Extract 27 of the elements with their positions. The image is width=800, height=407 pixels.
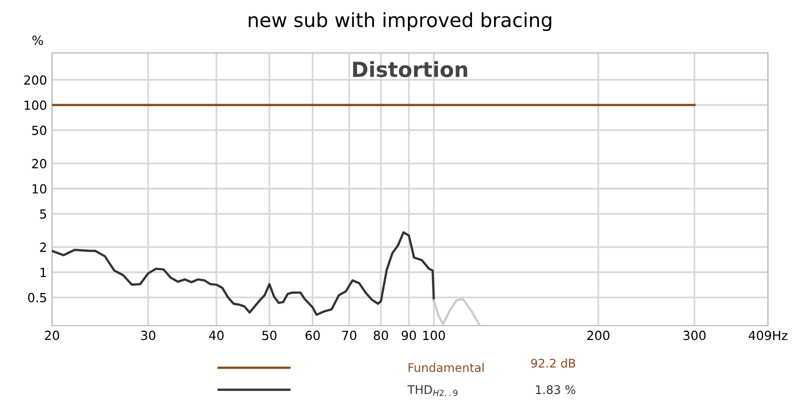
y-tick-label: 100 bbox=[24, 100, 46, 110]
y-tick-label: 20 bbox=[32, 158, 46, 168]
text: THD$_{H2..9}$ bbox=[407, 385, 458, 396]
chart-title: new sub with improved bracing bbox=[248, 12, 552, 32]
y-tick-label: 1 bbox=[40, 268, 46, 277]
text: 1.83 % bbox=[536, 385, 576, 394]
x-tick-label: 80 bbox=[374, 330, 388, 340]
x-tick-label: 200 bbox=[587, 330, 610, 340]
x-tick-label: 90 bbox=[402, 330, 416, 340]
chart-subtitle: Distortion bbox=[353, 61, 468, 78]
y-tick-label: 50 bbox=[32, 126, 46, 136]
x-tick-label: 100 bbox=[423, 330, 445, 340]
y-tick-label: 0.5 bbox=[28, 292, 46, 302]
x-tick-label: 409Hz bbox=[748, 330, 788, 340]
text: Fundamental bbox=[408, 362, 484, 372]
y-axis-title: % bbox=[32, 36, 43, 46]
y-tick-label: 10 bbox=[32, 184, 46, 194]
y-tick-label: 5 bbox=[40, 209, 46, 219]
x-tick-label: 50 bbox=[262, 330, 277, 340]
y-tick-label: 200 bbox=[24, 75, 46, 85]
x-tick-label: 70 bbox=[342, 330, 356, 340]
text: 92.2 dB bbox=[531, 358, 576, 368]
y-tick-label: 2 bbox=[40, 242, 46, 252]
x-tick-label: 30 bbox=[141, 330, 156, 340]
x-tick-label: 60 bbox=[306, 330, 320, 340]
x-tick-label: 40 bbox=[209, 330, 224, 340]
x-tick-label: 300 bbox=[683, 330, 706, 340]
